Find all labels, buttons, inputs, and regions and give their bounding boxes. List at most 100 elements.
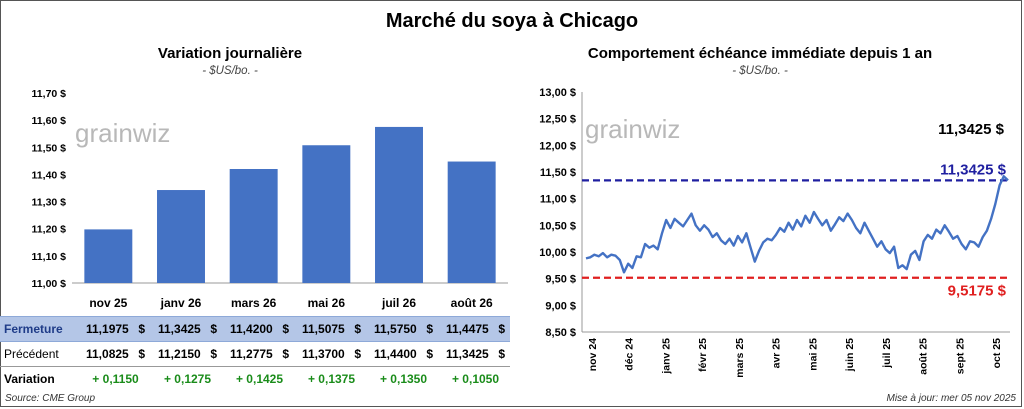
y-tick-label: 11,20 $: [32, 224, 67, 236]
x-tick-label: mars 25: [734, 338, 746, 378]
cell-value: 11,2775: [230, 347, 273, 361]
cell-value: 11,3425: [158, 322, 201, 336]
y-tick-label: 11,10 $: [32, 251, 67, 263]
x-category-label: janv 26: [160, 296, 202, 310]
cell-unit: $: [354, 322, 361, 336]
reference-label-high: 11,3425 $: [940, 161, 1007, 178]
y-tick-label: 10,50 $: [539, 220, 576, 232]
bar-chart: grainwiz 11,00 $ 11,10 $ 11,20 $ 11,30 $ 11,…: [32, 88, 508, 310]
cell-unit: $: [426, 322, 433, 336]
bar: [302, 145, 351, 283]
y-tick-label: 12,00 $: [539, 140, 576, 152]
table-cell: 11,5075 $: [294, 316, 366, 342]
cell-value: 11,2150: [158, 347, 201, 361]
cell-value: + 0,1150: [92, 372, 139, 386]
series-line: [585, 175, 1009, 274]
x-tick-label: oct 25: [991, 338, 1003, 369]
reference-label-low: 9,5175 $: [948, 283, 1007, 300]
table-cell: 11,4200 $: [222, 316, 294, 342]
cell-unit: $: [138, 347, 145, 361]
cell-value: + 0,1425: [235, 372, 284, 386]
table-cell: + 0,1275: [150, 367, 222, 392]
cell-unit: $: [498, 322, 505, 336]
x-tick-label: sept 25: [954, 338, 966, 374]
x-tick-label: juil 25: [881, 338, 893, 369]
cell-value: 11,1975: [86, 322, 129, 336]
main-title: Marché du soya à Chicago: [385, 10, 639, 32]
line-chart-title: Comportement échéance immédiate depuis 1…: [587, 45, 933, 62]
y-tick-label: 11,30 $: [32, 197, 67, 209]
table-cell: + 0,1425: [222, 367, 294, 392]
table-cell: 11,3700 $: [294, 341, 366, 367]
line-chart: grainwiz 8,50 $ 9,00 $ 9,50 $ 10,00 $ 10,50 …: [539, 87, 1010, 378]
table-cell: 11,3425 $: [438, 341, 510, 367]
y-tick-label: 11,40 $: [32, 169, 67, 181]
table-cell: + 0,1350: [366, 367, 438, 392]
table-cell: 11,2150 $: [150, 341, 222, 367]
table-cell: 11,4475 $: [438, 316, 510, 342]
y-tick-label: 11,00 $: [540, 194, 576, 206]
y-tick-label: 13,00 $: [539, 87, 576, 99]
cell-value: 11,0825: [86, 347, 129, 361]
bar: [157, 190, 205, 283]
cell-value: 11,4400: [374, 347, 417, 361]
row-label: Fermeture: [0, 316, 78, 342]
row-label: Précédent: [0, 341, 78, 367]
bar: [447, 161, 496, 283]
x-tick-label: avr 25: [771, 338, 783, 369]
line-chart-unit: - $US/bo. -: [732, 65, 788, 77]
y-tick-label: 11,00 $: [32, 278, 67, 290]
y-tick-label: 12,50 $: [539, 114, 576, 126]
update-note: Mise à jour: mer 05 nov 2025: [886, 393, 1016, 404]
cell-value: + 0,1050: [451, 372, 500, 386]
x-tick-label: janv 25: [660, 338, 672, 375]
x-tick-label: nov 24: [587, 338, 599, 371]
y-tick-label: 11,60 $: [32, 115, 67, 127]
price-table: Fermeture 11,1975 $11,3425 $11,4200 $11,507…: [0, 316, 510, 391]
y-tick-label: 9,50 $: [545, 274, 576, 286]
cell-value: + 0,1275: [163, 372, 212, 386]
cell-value: + 0,1375: [307, 372, 356, 386]
x-tick-label: août 25: [918, 338, 930, 375]
cell-unit: $: [498, 347, 505, 361]
y-tick-label: 11,50 $: [32, 142, 67, 154]
y-tick-label: 8,50 $: [545, 327, 576, 339]
table-cell: 11,2775 $: [222, 341, 294, 367]
cell-value: 11,4200: [230, 322, 273, 336]
y-tick-label: 11,50 $: [540, 167, 576, 179]
cell-value: 11,4475: [446, 322, 489, 336]
table-row-previous: Précédent 11,0825 $11,2150 $11,2775 $11,370…: [0, 341, 510, 367]
x-category-label: juil 26: [381, 296, 416, 310]
bar-chart-title: Variation journalière: [157, 45, 303, 62]
watermark-logo: grainwiz: [75, 118, 170, 148]
cell-value: 11,5075: [302, 322, 345, 336]
cell-unit: $: [282, 322, 289, 336]
bar-chart-unit: - $US/bo. -: [202, 65, 258, 77]
x-category-label: mars 26: [231, 296, 277, 310]
x-category-label: nov 25: [89, 296, 127, 310]
table-cell: + 0,1150: [78, 367, 150, 392]
cell-value: 11,3425: [446, 347, 489, 361]
cell-value: 11,5750: [374, 322, 417, 336]
bar: [375, 126, 423, 283]
x-tick-label: févr 25: [697, 338, 709, 372]
x-tick-label: déc 24: [624, 338, 636, 371]
y-tick-label: 10,00 $: [539, 247, 576, 259]
table-cell: 11,1975 $: [78, 316, 150, 342]
cell-unit: $: [210, 347, 217, 361]
cell-unit: $: [282, 347, 289, 361]
row-label: Variation: [4, 372, 55, 386]
cell-unit: $: [354, 347, 361, 361]
cell-unit: $: [210, 322, 217, 336]
cell-value: 11,3700: [302, 347, 345, 361]
watermark-logo: grainwiz: [585, 114, 680, 144]
cell-unit: $: [426, 347, 433, 361]
table-cell: 11,4400 $: [366, 341, 438, 367]
y-tick-label: 11,70 $: [32, 88, 67, 100]
x-tick-label: juin 25: [844, 338, 856, 372]
cell-value: + 0,1350: [379, 372, 428, 386]
table-cell: 11,3425 $: [150, 316, 222, 342]
x-category-label: août 26: [451, 296, 493, 310]
bar: [229, 169, 278, 283]
